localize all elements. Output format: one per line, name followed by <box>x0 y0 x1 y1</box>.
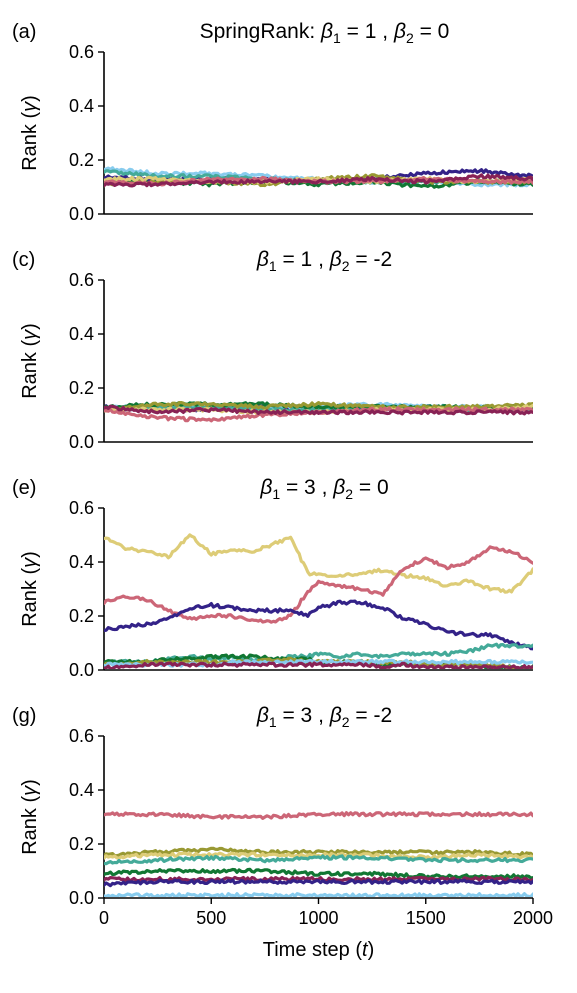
y-axis-label: Rank (γ) <box>19 551 41 627</box>
y-tick-label: 0.0 <box>69 888 94 908</box>
y-tick-label: 0.2 <box>69 378 94 398</box>
series-line <box>104 173 533 188</box>
panel-title: β1 = 1 , β2 = -2 <box>256 248 392 274</box>
x-axis-label: Time step (t) <box>263 939 375 961</box>
y-tick-label: 0.4 <box>69 324 94 344</box>
series-line <box>104 545 533 624</box>
y-axis-label: Rank (γ) <box>19 95 41 171</box>
panel-tag: (g) <box>12 705 36 727</box>
panel-title: β1 = 3 , β2 = -2 <box>256 704 392 730</box>
x-tick-label: 0 <box>99 908 109 928</box>
y-tick-label: 0.2 <box>69 150 94 170</box>
series-group <box>104 533 533 669</box>
x-tick-label: 500 <box>196 908 226 928</box>
y-tick-label: 0.4 <box>69 780 94 800</box>
y-tick-label: 0.0 <box>69 204 94 224</box>
y-tick-label: 0.6 <box>69 42 94 62</box>
panel-tag: (e) <box>12 477 36 499</box>
series-line <box>104 661 533 669</box>
y-tick-label: 0.6 <box>69 270 94 290</box>
series-line <box>104 878 533 888</box>
series-line <box>104 867 533 880</box>
series-group <box>104 811 533 897</box>
series-line <box>104 533 533 594</box>
series-group <box>104 166 533 189</box>
series-line <box>104 811 533 821</box>
y-axis-label: Rank (γ) <box>19 779 41 855</box>
series-line <box>104 599 533 651</box>
panel-tag: (c) <box>12 249 35 271</box>
y-tick-label: 0.2 <box>69 606 94 626</box>
x-tick-label: 1000 <box>298 908 338 928</box>
series-line <box>104 404 533 416</box>
x-tick-label: 2000 <box>513 908 553 928</box>
x-tick-label: 1500 <box>406 908 446 928</box>
chart-panel: (e) β1 = 3 , β2 = 0 0.0 0.2 0.4 0.6 Rank (γ) <box>12 476 533 680</box>
y-tick-label: 0.2 <box>69 834 94 854</box>
panel-tag: (a) <box>12 21 36 43</box>
panel-title: β1 = 3 , β2 = 0 <box>259 476 388 502</box>
y-tick-label: 0.6 <box>69 726 94 746</box>
y-tick-label: 0.4 <box>69 96 94 116</box>
y-tick-label: 0.0 <box>69 660 94 680</box>
panel-title: SpringRank: β1 = 1 , β2 = 0 <box>200 20 450 46</box>
series-line <box>104 892 533 897</box>
series-line <box>104 846 533 858</box>
y-tick-label: 0.4 <box>69 552 94 572</box>
chart-panel: (g) β1 = 3 , β2 = -2 0.0 0.2 0.4 0.6 0 500 1000 1… <box>12 704 553 961</box>
chart-panel: (c) β1 = 1 , β2 = -2 0.0 0.2 0.4 0.6 Rank (γ) <box>12 248 533 452</box>
series-group <box>104 401 533 423</box>
series-line <box>104 854 533 866</box>
y-tick-label: 0.6 <box>69 498 94 518</box>
chart-panel: (a) SpringRank: β1 = 1 , β2 = 0 0.0 0.2 0.4 0… <box>12 20 533 224</box>
series-line <box>104 401 533 413</box>
y-tick-label: 0.0 <box>69 432 94 452</box>
y-axis-label: Rank (γ) <box>19 323 41 399</box>
